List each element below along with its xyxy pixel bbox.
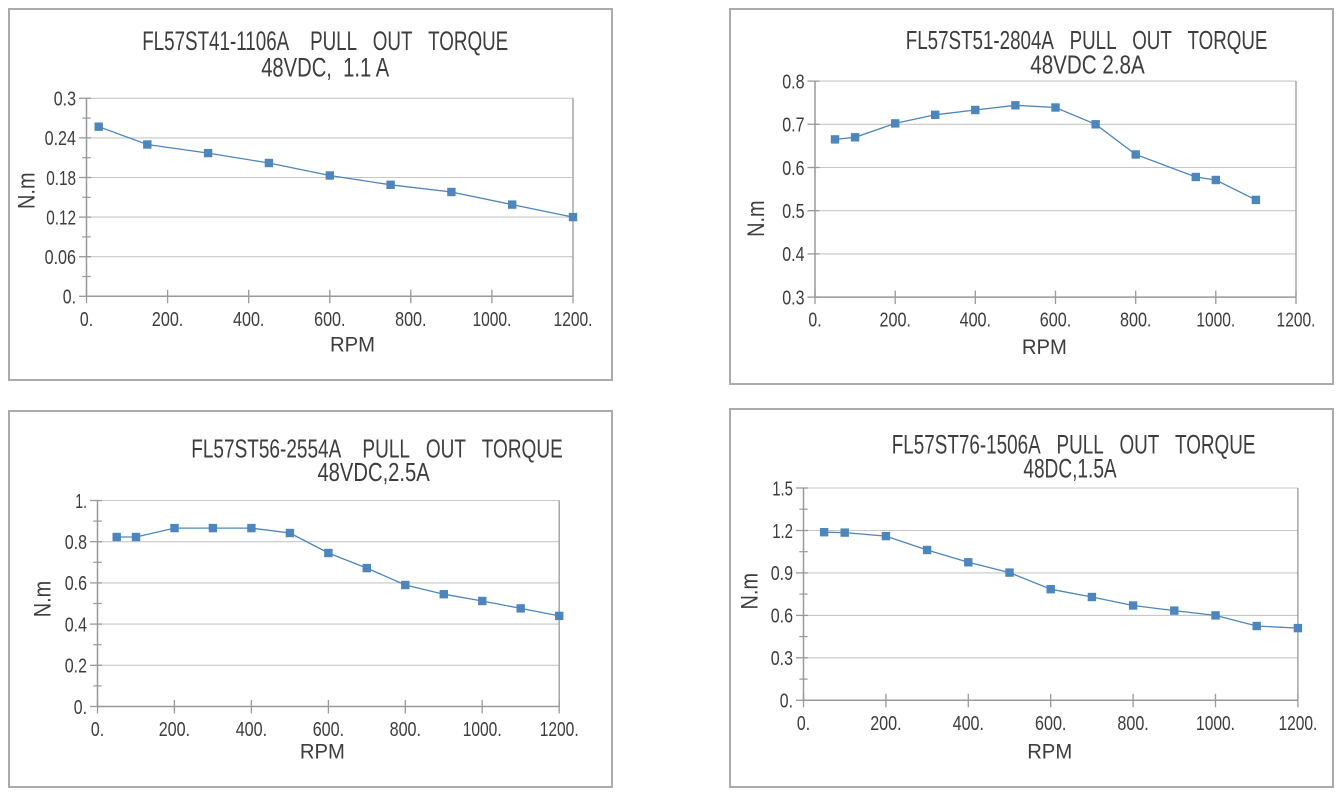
- svg-text:0.6: 0.6: [65, 572, 87, 595]
- svg-text:48DC,1.5A: 48DC,1.5A: [1023, 453, 1116, 483]
- svg-text:0.18: 0.18: [46, 167, 76, 190]
- svg-text:N.m: N.m: [30, 581, 57, 618]
- svg-text:1000.: 1000.: [463, 718, 502, 741]
- svg-text:48VDC 2.8A: 48VDC 2.8A: [1030, 52, 1145, 80]
- svg-text:1200.: 1200.: [1278, 712, 1317, 735]
- svg-text:600.: 600.: [314, 308, 345, 331]
- svg-text:1000.: 1000.: [1196, 309, 1235, 332]
- svg-text:0.: 0.: [797, 712, 810, 735]
- svg-text:RPM: RPM: [1027, 740, 1072, 763]
- svg-text:0.: 0.: [74, 696, 87, 719]
- svg-text:0.2: 0.2: [65, 655, 87, 678]
- svg-text:0.8: 0.8: [65, 531, 87, 554]
- svg-text:0.: 0.: [80, 308, 93, 331]
- svg-text:0.: 0.: [91, 718, 104, 741]
- svg-text:0.8: 0.8: [782, 70, 804, 93]
- svg-text:600.: 600.: [1040, 309, 1071, 332]
- svg-text:FL57ST51-2804A PULL OUT: FL57ST51-2804A PULL OUT TORQUE: [906, 27, 1268, 55]
- svg-text:0.06: 0.06: [45, 246, 76, 269]
- svg-text:FL57ST41-1106A PULL OUT: FL57ST41-1106A PULL OUT TORQUE: [142, 25, 508, 56]
- svg-text:N.m: N.m: [737, 573, 764, 610]
- svg-text:0.: 0.: [63, 286, 76, 309]
- svg-text:RPM: RPM: [330, 334, 375, 357]
- svg-text:800.: 800.: [390, 718, 421, 741]
- svg-text:400.: 400.: [236, 718, 267, 741]
- svg-text:RPM: RPM: [1022, 336, 1067, 359]
- svg-text:0.9: 0.9: [771, 562, 793, 585]
- svg-text:1200.: 1200.: [1277, 309, 1316, 332]
- svg-text:400.: 400.: [960, 309, 991, 332]
- svg-text:1.: 1.: [75, 490, 87, 513]
- svg-text:0.6: 0.6: [782, 157, 804, 180]
- svg-text:0.12: 0.12: [46, 206, 76, 229]
- svg-text:200.: 200.: [159, 718, 190, 741]
- svg-text:FL57ST56-2554A PULL OUT: FL57ST56-2554A PULL OUT TORQUE: [191, 434, 563, 464]
- svg-text:0.5: 0.5: [782, 200, 804, 223]
- svg-text:48VDC,2.5A: 48VDC,2.5A: [317, 457, 430, 487]
- svg-text:RPM: RPM: [300, 741, 345, 764]
- svg-text:0.24: 0.24: [45, 127, 76, 150]
- svg-text:800.: 800.: [1120, 309, 1151, 332]
- svg-text:1000.: 1000.: [1196, 712, 1235, 735]
- svg-text:0.4: 0.4: [782, 243, 804, 266]
- svg-text:600.: 600.: [1035, 712, 1066, 735]
- svg-text:0.: 0.: [780, 690, 793, 713]
- svg-text:0.6: 0.6: [771, 605, 793, 628]
- svg-text:1200.: 1200.: [540, 718, 579, 741]
- svg-text:0.: 0.: [808, 309, 821, 332]
- svg-text:200.: 200.: [880, 309, 911, 332]
- svg-text:48VDC, 1.1 A: 48VDC, 1.1 A: [261, 52, 390, 83]
- svg-text:200.: 200.: [152, 308, 183, 331]
- svg-text:0.7: 0.7: [782, 114, 804, 137]
- svg-text:1000.: 1000.: [472, 308, 511, 331]
- svg-text:200.: 200.: [870, 712, 901, 735]
- svg-text:N.m: N.m: [743, 200, 770, 237]
- svg-text:1200.: 1200.: [554, 308, 593, 331]
- svg-text:0.4: 0.4: [65, 613, 87, 636]
- svg-text:0.3: 0.3: [771, 647, 793, 670]
- svg-text:N.m: N.m: [14, 172, 41, 209]
- svg-text:1.5: 1.5: [772, 477, 793, 500]
- svg-text:0.3: 0.3: [782, 286, 804, 309]
- svg-text:800.: 800.: [1117, 712, 1148, 735]
- svg-text:600.: 600.: [313, 718, 344, 741]
- svg-text:400.: 400.: [233, 308, 264, 331]
- svg-text:FL57ST76-1506A PULL OUT: FL57ST76-1506A PULL OUT TORQUE: [892, 430, 1256, 460]
- svg-text:800.: 800.: [395, 308, 426, 331]
- svg-text:1.2: 1.2: [772, 520, 793, 543]
- svg-text:400.: 400.: [953, 712, 984, 735]
- svg-text:0.3: 0.3: [54, 88, 76, 111]
